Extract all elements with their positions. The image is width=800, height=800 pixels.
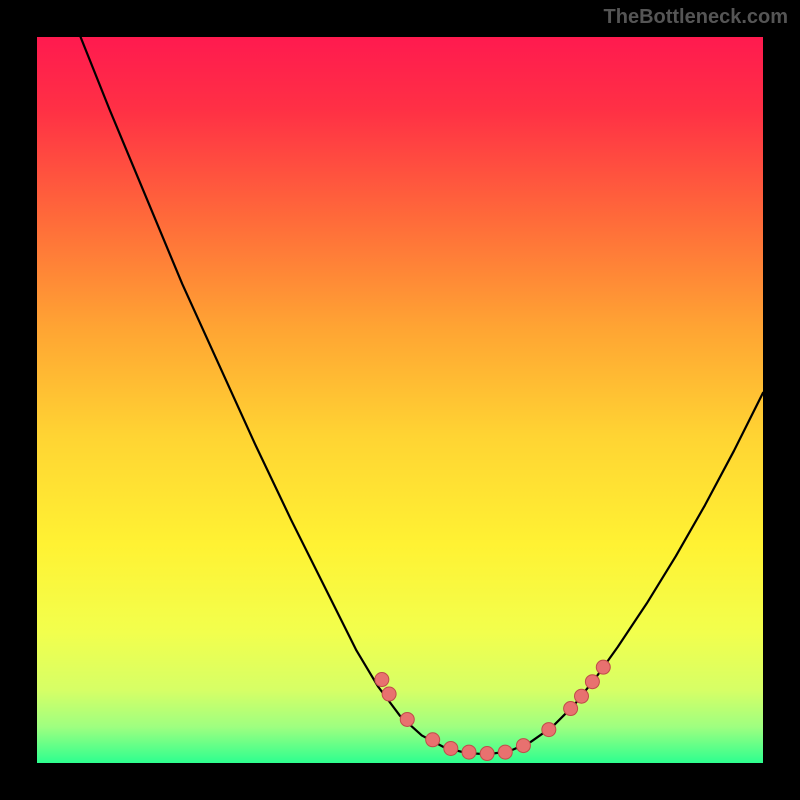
marker-group	[375, 660, 610, 760]
data-marker	[564, 702, 578, 716]
data-marker	[444, 741, 458, 755]
data-marker	[498, 745, 512, 759]
data-marker	[375, 673, 389, 687]
data-marker	[542, 723, 556, 737]
data-marker	[585, 675, 599, 689]
data-marker	[575, 689, 589, 703]
chart-container: TheBottleneck.com	[0, 0, 800, 800]
data-marker	[596, 660, 610, 674]
data-marker	[516, 739, 530, 753]
chart-svg	[37, 37, 763, 763]
data-marker	[400, 712, 414, 726]
data-marker	[426, 733, 440, 747]
bottleneck-curve	[81, 37, 763, 754]
watermark-text: TheBottleneck.com	[604, 6, 788, 29]
data-marker	[480, 747, 494, 761]
data-marker	[462, 745, 476, 759]
plot-area	[37, 37, 763, 763]
data-marker	[382, 687, 396, 701]
